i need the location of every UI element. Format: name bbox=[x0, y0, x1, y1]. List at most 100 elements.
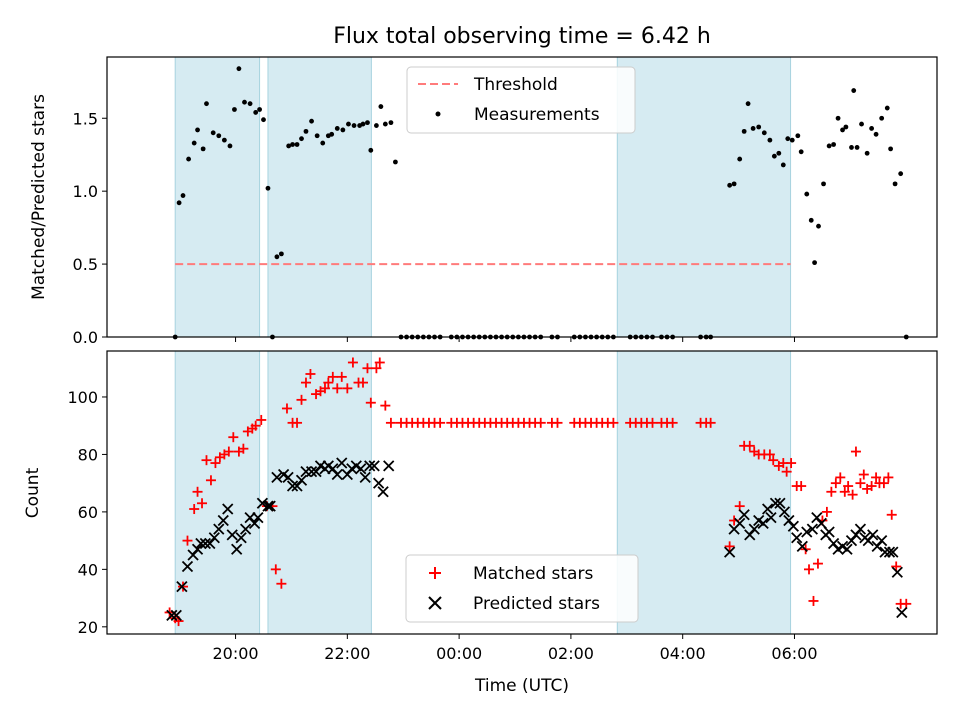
measurement-point bbox=[378, 104, 384, 109]
predicted-star-marker bbox=[796, 540, 808, 553]
legend-predicted-label: Predicted stars bbox=[473, 594, 600, 614]
measurement-point bbox=[393, 159, 398, 165]
y-tick-label: 0.0 bbox=[73, 328, 98, 347]
predicted-star-marker bbox=[891, 566, 903, 578]
shaded-interval bbox=[267, 56, 372, 338]
measurement-point bbox=[346, 121, 351, 127]
predicted-star-marker bbox=[199, 537, 212, 550]
matched-star-marker bbox=[781, 466, 792, 477]
measurement-point bbox=[286, 143, 292, 149]
predicted-star-marker bbox=[769, 497, 782, 509]
measurement-point bbox=[216, 133, 222, 139]
measurement-point bbox=[186, 156, 192, 162]
measurement-point bbox=[210, 130, 216, 136]
y-tick-label: 40 bbox=[78, 560, 98, 579]
measurement-point bbox=[854, 145, 860, 150]
measurement-point bbox=[873, 131, 879, 137]
predicted-star-marker bbox=[239, 523, 252, 535]
predicted-star-marker bbox=[264, 500, 276, 512]
matched-star-marker bbox=[362, 363, 373, 374]
measurement-point bbox=[374, 123, 379, 128]
bottom-shaded-regions bbox=[174, 350, 792, 635]
predicted-star-marker bbox=[757, 517, 769, 530]
bottom-x-ticks: 20:00 22:00 00:00 02:00 04:00 06:00 bbox=[212, 634, 818, 663]
measurement-point bbox=[741, 128, 747, 134]
top-y-ticks: 0.0 0.5 1.0 1.5 bbox=[73, 109, 107, 347]
measurement-point bbox=[780, 162, 786, 168]
matched-star-marker bbox=[812, 558, 823, 569]
matched-star-marker bbox=[189, 504, 200, 515]
measurement-point bbox=[840, 127, 845, 133]
measurement-point bbox=[745, 101, 751, 107]
measurement-point bbox=[351, 123, 357, 128]
predicted-star-marker bbox=[762, 503, 774, 515]
y-tick-label: 60 bbox=[78, 503, 98, 522]
measurement-point bbox=[340, 127, 346, 133]
predicted-star-marker bbox=[383, 460, 395, 472]
measurement-point bbox=[204, 101, 209, 107]
matched-star-marker bbox=[858, 469, 869, 480]
measurement-point bbox=[320, 140, 326, 146]
predicted-star-marker bbox=[252, 512, 264, 524]
measurement-point bbox=[382, 121, 388, 127]
measurement-point bbox=[888, 146, 894, 152]
matched-star-marker bbox=[371, 363, 382, 374]
matched-star-marker bbox=[826, 486, 837, 497]
predicted-star-marker bbox=[271, 471, 283, 484]
measurement-point bbox=[808, 217, 814, 223]
predicted-star-marker bbox=[235, 532, 247, 544]
measurement-point bbox=[299, 136, 304, 142]
measurement-point bbox=[884, 105, 890, 111]
measurement-point bbox=[180, 193, 186, 198]
measurement-point bbox=[785, 136, 791, 142]
matched-star-marker bbox=[768, 455, 779, 466]
matched-star-marker bbox=[850, 446, 861, 457]
x-tick-label: 06:00 bbox=[771, 644, 817, 663]
y-tick-label: 1.5 bbox=[73, 109, 98, 128]
y-tick-label: 0.5 bbox=[73, 255, 98, 274]
predicted-star-marker bbox=[291, 480, 303, 492]
predicted-star-marker bbox=[896, 606, 908, 619]
matched-star-marker bbox=[210, 458, 221, 469]
predicted-star-marker bbox=[887, 546, 899, 558]
predicted-star-marker bbox=[368, 460, 380, 472]
measurement-point bbox=[274, 254, 280, 260]
measurement-point bbox=[257, 107, 262, 112]
legend-measurements-label: Measurements bbox=[474, 105, 600, 125]
predicted-star-marker bbox=[823, 526, 835, 538]
matched-star-marker bbox=[205, 475, 216, 486]
measurement-point bbox=[360, 121, 366, 127]
measurement-point bbox=[879, 115, 885, 121]
matched-star-marker bbox=[256, 414, 267, 425]
matched-star-marker bbox=[327, 371, 338, 382]
predicted-star-marker bbox=[867, 529, 879, 541]
measurement-point bbox=[253, 110, 259, 115]
predicted-star-marker bbox=[181, 560, 194, 573]
measurement-point bbox=[756, 124, 762, 130]
matched-star-marker bbox=[182, 535, 193, 546]
matched-star-marker bbox=[804, 564, 815, 575]
matched-star-marker bbox=[292, 417, 303, 428]
measurement-point bbox=[843, 124, 849, 130]
matched-star-marker bbox=[238, 443, 249, 454]
shaded-interval bbox=[174, 350, 261, 635]
matched-star-marker bbox=[608, 417, 619, 428]
y-tick-label: 20 bbox=[78, 618, 98, 637]
predicted-star-marker bbox=[724, 546, 736, 558]
measurement-point bbox=[200, 146, 206, 152]
x-tick-label: 00:00 bbox=[436, 644, 482, 663]
matched-star-marker bbox=[270, 564, 281, 575]
matched-star-marker bbox=[332, 383, 343, 394]
y-tick-label: 1.0 bbox=[73, 182, 98, 201]
predicted-star-marker bbox=[282, 471, 294, 484]
matched-star-marker bbox=[830, 478, 841, 489]
matched-star-marker bbox=[365, 397, 376, 408]
predicted-star-marker bbox=[187, 549, 199, 561]
matched-star-marker bbox=[835, 472, 846, 483]
measurement-point bbox=[849, 145, 854, 150]
predicted-star-marker bbox=[871, 540, 883, 553]
predicted-star-marker bbox=[811, 512, 823, 524]
matched-star-marker bbox=[380, 400, 391, 411]
measurement-point bbox=[859, 121, 864, 127]
